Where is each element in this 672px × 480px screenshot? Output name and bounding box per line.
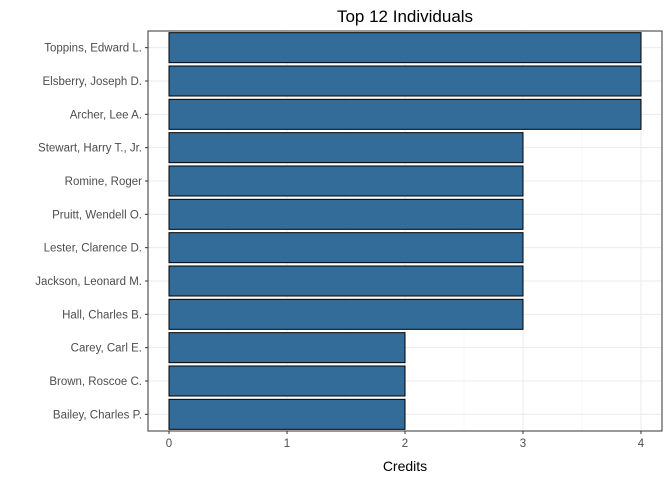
x-tick-label: 2 [402,438,408,450]
x-tick-label: 0 [166,438,172,450]
x-axis-label: Credits [383,458,427,474]
y-tick-label: Toppins, Edward L. [44,43,142,55]
bar [168,398,406,430]
bar [168,132,524,164]
y-tick-label: Stewart, Harry T., Jr. [38,143,142,155]
y-tick-label: Pruitt, Wendell O. [52,209,142,221]
bar [168,65,642,97]
bar [168,365,406,397]
y-tick-label: Jackson, Leonard M. [35,276,142,288]
y-tick-label: Hall, Charles B. [62,309,142,321]
bar [168,32,642,64]
y-tick-label: Archer, Lee A. [70,109,142,121]
bar [168,265,524,297]
y-tick-label: Bailey, Charles P. [53,409,142,421]
x-axis: 0 1 2 3 4 [166,431,645,450]
x-tick-label: 3 [520,438,526,450]
y-tick-label: Lester, Clarence D. [44,243,142,255]
bar [168,332,406,364]
bar [168,298,524,330]
y-axis: Toppins, Edward L. Elsberry, Joseph D. Arc… [35,43,148,421]
bar [168,165,524,197]
y-tick-label: Carey, Carl E. [71,343,142,355]
bars-group [168,32,642,430]
y-tick-label: Elsberry, Joseph D. [43,76,143,88]
y-tick-label: Brown, Roscoe C. [49,376,142,388]
bar [168,232,524,264]
x-tick-label: 4 [638,438,645,450]
bar [168,98,642,130]
y-tick-label: Romine, Roger [65,176,143,188]
bar [168,198,524,230]
panel-border [147,30,663,432]
x-tick-label: 1 [284,438,290,450]
chart-title: Top 12 Individuals [337,7,473,26]
